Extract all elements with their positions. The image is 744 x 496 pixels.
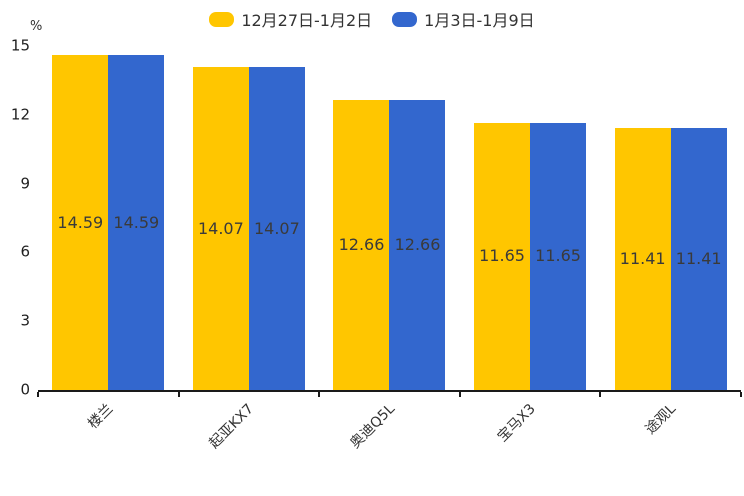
bar-value-label: 12.66 (394, 234, 441, 254)
bar-value-label: 14.59 (113, 212, 160, 232)
bar-group: 12.66 12.66 (319, 46, 460, 390)
x-category-label: 楼兰 (85, 401, 117, 433)
bar-series-2: 11.65 (530, 122, 587, 390)
bar-value-label: 11.41 (675, 249, 722, 269)
bar-value-label: 12.66 (338, 234, 385, 254)
chart-legend: 12月27日-1月2日 1月3日-1月9日 (0, 7, 744, 31)
y-tick-label: 15 (10, 36, 30, 55)
bar-series-2: 12.66 (389, 99, 446, 390)
x-axis-tick-mark (740, 392, 742, 397)
bar-value-label: 14.59 (57, 212, 104, 232)
bar-series-1: 12.66 (333, 99, 390, 390)
x-axis-tick-mark (177, 392, 180, 397)
bar-group: 11.65 11.65 (460, 46, 601, 390)
bar-series-1: 14.07 (192, 67, 249, 390)
legend-item-series-2[interactable]: 1月3日-1月9日 (392, 7, 535, 31)
legend-label: 12月27日-1月2日 (241, 11, 373, 30)
x-axis-tick-mark (37, 392, 39, 397)
y-axis-unit-label: % (30, 19, 43, 34)
bar-series-1: 11.41 (614, 128, 671, 390)
y-tick-label: 0 (20, 380, 30, 399)
bar-value-label: 11.41 (619, 249, 666, 269)
bar-group: 14.59 14.59 (38, 46, 179, 390)
bar-series-1: 11.65 (474, 122, 531, 390)
bar-value-label: 14.07 (253, 218, 300, 238)
bar-series-1: 14.59 (52, 55, 109, 390)
x-axis-ticks (37, 392, 742, 399)
bar-groups: 14.59 14.59 14.07 14.07 12.66 12.66 11.65 11.65… (38, 46, 741, 390)
y-tick-label: 9 (20, 174, 30, 193)
bar-value-label: 14.07 (197, 218, 244, 238)
bar-value-label: 11.65 (535, 246, 581, 266)
x-axis-tick-mark (599, 392, 602, 397)
bar-value-label: 11.65 (479, 246, 525, 266)
y-tick-label: 6 (20, 242, 30, 261)
legend-item-series-1[interactable]: 12月27日-1月2日 (209, 7, 372, 31)
legend-swatch (209, 11, 235, 27)
x-axis-tick-mark (458, 392, 461, 397)
bar-group: 14.07 14.07 (179, 46, 320, 390)
plot-area: 14.59 14.59 14.07 14.07 12.66 12.66 11.65 11.65… (37, 46, 742, 452)
bar-series-2: 11.41 (670, 128, 727, 390)
x-axis-tick-mark (318, 392, 321, 397)
y-tick-label: 3 (20, 311, 30, 330)
y-axis-labels: 0 3 6 9 12 15 (0, 38, 30, 397)
bar-series-2: 14.59 (108, 55, 165, 390)
bar-series-2: 14.07 (248, 67, 305, 390)
y-tick-label: 12 (10, 105, 30, 124)
x-category-label: 宝马X3 (494, 401, 539, 446)
x-category-label: 途观L (642, 401, 680, 438)
x-category-label: 奥迪Q5L (347, 401, 398, 452)
legend-label: 1月3日-1月9日 (424, 11, 535, 30)
bar-group: 11.41 11.41 (600, 46, 741, 390)
x-axis-labels: 楼兰 起亚KX7 奥迪Q5L 宝马X3 途观L (38, 392, 741, 452)
legend-swatch (392, 11, 418, 27)
x-category-label: 起亚KX7 (206, 401, 258, 452)
